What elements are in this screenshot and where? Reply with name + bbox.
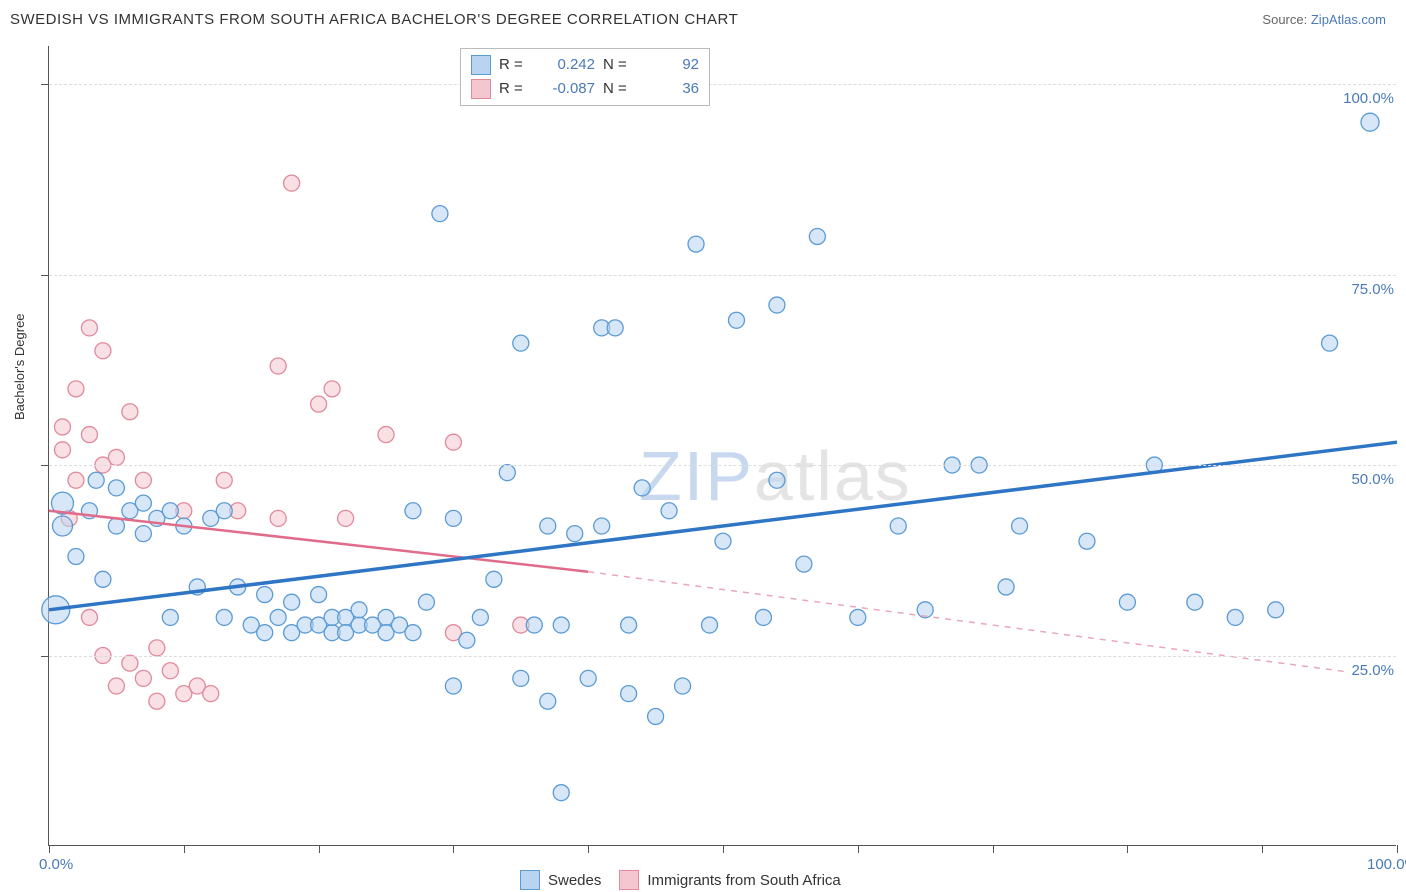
x-tick-label: 0.0%	[39, 856, 73, 873]
source-link[interactable]: ZipAtlas.com	[1311, 12, 1386, 27]
legend-row-series1: R = 0.242 N = 92	[471, 53, 699, 77]
legend-label: Immigrants from South Africa	[647, 872, 840, 889]
plot-area: ZIPatlas 25.0%50.0%75.0%100.0%0.0%100.0%	[48, 46, 1396, 846]
swatch-series1	[471, 55, 491, 75]
legend-item-immigrants: Immigrants from South Africa	[619, 870, 840, 890]
y-axis-label: Bachelor's Degree	[12, 313, 27, 420]
y-tick-label: 100.0%	[1339, 90, 1398, 107]
chart-title: SWEDISH VS IMMIGRANTS FROM SOUTH AFRICA …	[10, 11, 738, 28]
series-legend: Swedes Immigrants from South Africa	[520, 870, 841, 890]
x-tick-label: 100.0%	[1367, 856, 1406, 873]
chart-header: SWEDISH VS IMMIGRANTS FROM SOUTH AFRICA …	[0, 0, 1406, 38]
r-value: -0.087	[535, 77, 595, 101]
r-label: R =	[499, 53, 527, 77]
n-label: N =	[603, 77, 631, 101]
legend-item-swedes: Swedes	[520, 870, 601, 890]
n-label: N =	[603, 53, 631, 77]
n-value: 92	[639, 53, 699, 77]
source-attribution: Source: ZipAtlas.com	[1262, 12, 1386, 27]
legend-label: Swedes	[548, 872, 601, 889]
y-tick-label: 25.0%	[1347, 662, 1398, 679]
swatch-series2	[471, 79, 491, 99]
swatch-swedes	[520, 870, 540, 890]
legend-row-series2: R = -0.087 N = 36	[471, 77, 699, 101]
n-value: 36	[639, 77, 699, 101]
r-value: 0.242	[535, 53, 595, 77]
y-tick-label: 50.0%	[1347, 471, 1398, 488]
correlation-legend: R = 0.242 N = 92 R = -0.087 N = 36	[460, 48, 710, 106]
r-label: R =	[499, 77, 527, 101]
swatch-immigrants	[619, 870, 639, 890]
y-tick-label: 75.0%	[1347, 281, 1398, 298]
source-label: Source:	[1262, 12, 1307, 27]
scatter-plot-svg	[49, 46, 1396, 845]
